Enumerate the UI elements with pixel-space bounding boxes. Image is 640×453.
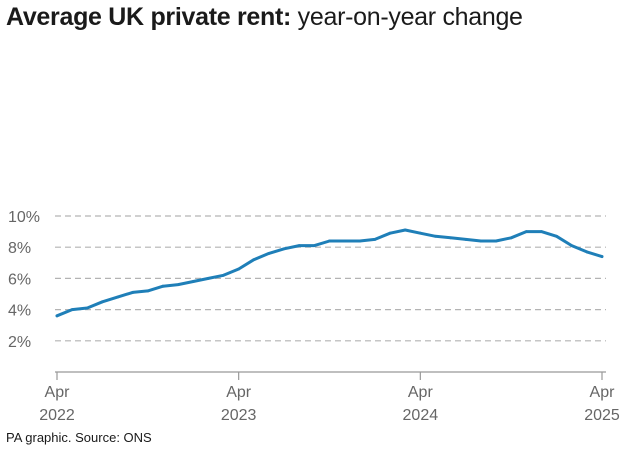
data-point	[176, 283, 180, 287]
data-point	[116, 295, 119, 299]
data-point	[464, 238, 468, 241]
data-point	[191, 280, 195, 283]
data-point	[328, 239, 331, 243]
x-tick-label-year: 2024	[403, 407, 439, 424]
data-point	[161, 284, 165, 288]
data-point	[373, 238, 377, 241]
data-point	[101, 300, 104, 304]
y-tick-label: 10%	[8, 209, 40, 226]
y-axis-labels: 2% 4% 6% 8% 10%	[8, 209, 40, 351]
y-tick-label: 4%	[8, 303, 31, 320]
data-point	[494, 239, 498, 243]
data-point	[252, 258, 256, 262]
data-point	[131, 291, 135, 294]
data-point	[146, 289, 150, 293]
data-point	[600, 255, 604, 258]
data-point	[524, 230, 528, 234]
gridlines	[55, 215, 606, 342]
series-line-0	[55, 228, 604, 318]
data-point	[449, 236, 453, 240]
data-point	[540, 230, 543, 234]
chart-title-rest: year-on-year change	[291, 3, 523, 31]
x-tick-label-month: Apr	[590, 384, 616, 401]
x-tick-label-year: 2025	[584, 407, 620, 424]
data-point	[479, 239, 483, 243]
x-tick-label-month: Apr	[408, 384, 434, 401]
data-point	[312, 244, 316, 248]
chart-title: Average UK private rent: year-on-year ch…	[6, 2, 523, 32]
x-tick-label-year: 2022	[39, 407, 75, 424]
data-point	[267, 252, 271, 255]
data-point	[297, 244, 301, 248]
chart-title-bold: Average UK private rent:	[6, 3, 292, 31]
data-point	[55, 314, 59, 318]
data-point	[388, 231, 392, 235]
data-point	[570, 244, 574, 248]
data-point	[222, 273, 225, 277]
data-point	[358, 239, 362, 243]
data-point	[343, 239, 347, 243]
data-point	[85, 306, 89, 310]
source-note: PA graphic. Source: ONS	[6, 430, 152, 445]
y-tick-label: 6%	[8, 271, 31, 288]
y-tick-label: 8%	[8, 240, 31, 257]
data-point	[70, 308, 74, 311]
data-point	[403, 228, 407, 232]
x-axis	[55, 371, 606, 380]
series-layer	[55, 228, 604, 318]
data-point	[418, 231, 422, 235]
y-tick-label: 2%	[8, 334, 31, 351]
data-point	[509, 236, 513, 240]
data-point	[555, 234, 558, 238]
x-tick-label-year: 2023	[221, 407, 257, 424]
data-point	[237, 267, 241, 271]
data-point	[206, 277, 210, 280]
x-tick-label-month: Apr	[45, 384, 71, 401]
data-point	[585, 250, 589, 254]
data-point	[434, 234, 437, 238]
line-chart: 2% 4% 6% 8% 10% Apr 2022 Apr 2023 Apr 2024 Apr 2025	[8, 209, 620, 424]
x-axis-labels: Apr 2022 Apr 2023 Apr 2024 Apr 2025	[39, 384, 620, 424]
data-point	[282, 247, 286, 251]
x-tick-label-month: Apr	[226, 384, 252, 401]
